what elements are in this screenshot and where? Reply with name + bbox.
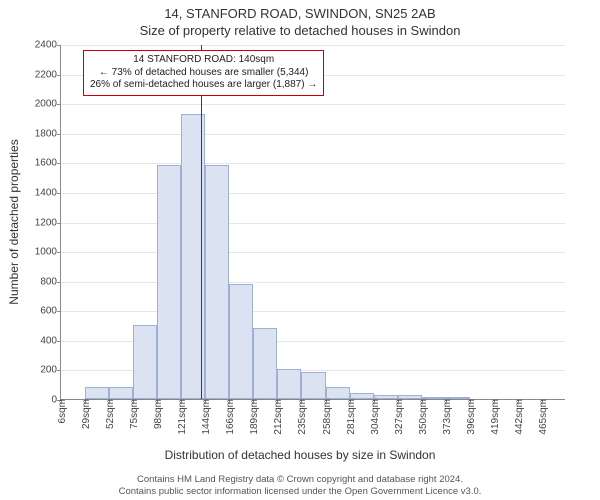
gridline: [61, 252, 565, 253]
y-tick-label: 400: [40, 335, 61, 346]
x-tick-label: 212sqm: [273, 399, 284, 435]
histogram-plot: 0200400600800100012001400160018002000220…: [60, 45, 565, 400]
x-tick-label: 235sqm: [297, 399, 308, 435]
x-tick-label: 304sqm: [370, 399, 381, 435]
gridline: [61, 311, 565, 312]
gridline: [61, 45, 565, 46]
x-tick-label: 98sqm: [153, 399, 164, 429]
chart-title: 14, STANFORD ROAD, SWINDON, SN25 2AB Siz…: [0, 0, 600, 40]
y-tick-label: 200: [40, 365, 61, 376]
gridline: [61, 134, 565, 135]
x-tick-label: 258sqm: [322, 399, 333, 435]
histogram-bar: [205, 165, 229, 399]
annotation-line: 26% of semi-detached houses are larger (…: [90, 79, 317, 92]
reference-line: [201, 45, 202, 399]
x-tick-label: 189sqm: [249, 399, 260, 435]
x-tick-label: 373sqm: [442, 399, 453, 435]
gridline: [61, 282, 565, 283]
footer-line-2: Contains public sector information licen…: [0, 486, 600, 498]
annotation-box: 14 STANFORD ROAD: 140sqm← 73% of detache…: [83, 50, 324, 96]
x-tick-label: 29sqm: [81, 399, 92, 429]
footer-line-1: Contains HM Land Registry data © Crown c…: [0, 474, 600, 486]
gridline: [61, 223, 565, 224]
x-tick-label: 166sqm: [225, 399, 236, 435]
histogram-bar: [326, 387, 350, 399]
x-tick-label: 6sqm: [57, 399, 68, 423]
x-tick-label: 52sqm: [105, 399, 116, 429]
annotation-line: 14 STANFORD ROAD: 140sqm: [90, 54, 317, 67]
histogram-bar: [109, 387, 133, 399]
footer-attribution: Contains HM Land Registry data © Crown c…: [0, 474, 600, 498]
y-tick-label: 1800: [35, 128, 61, 139]
histogram-bar: [229, 284, 253, 399]
x-tick-label: 281sqm: [346, 399, 357, 435]
y-tick-label: 2000: [35, 99, 61, 110]
y-tick-label: 1600: [35, 158, 61, 169]
x-tick-label: 327sqm: [394, 399, 405, 435]
y-tick-label: 600: [40, 306, 61, 317]
x-tick-label: 442sqm: [514, 399, 525, 435]
x-tick-label: 396sqm: [466, 399, 477, 435]
histogram-bar: [85, 387, 109, 399]
x-tick-label: 121sqm: [177, 399, 188, 435]
y-tick-label: 800: [40, 276, 61, 287]
histogram-bar: [253, 328, 277, 399]
y-tick-label: 1200: [35, 217, 61, 228]
x-tick-label: 465sqm: [538, 399, 549, 435]
gridline: [61, 193, 565, 194]
histogram-bar: [157, 165, 181, 399]
x-axis-label: Distribution of detached houses by size …: [0, 448, 600, 462]
annotation-line: ← 73% of detached houses are smaller (5,…: [90, 67, 317, 80]
y-tick-label: 1000: [35, 247, 61, 258]
y-tick-label: 2200: [35, 69, 61, 80]
title-line-2: Size of property relative to detached ho…: [0, 23, 600, 40]
x-tick-label: 75sqm: [129, 399, 140, 429]
x-tick-label: 350sqm: [418, 399, 429, 435]
y-tick-label: 1400: [35, 187, 61, 198]
title-line-1: 14, STANFORD ROAD, SWINDON, SN25 2AB: [0, 6, 600, 23]
y-axis-label: Number of detached properties: [7, 139, 21, 304]
histogram-bar: [277, 369, 301, 399]
gridline: [61, 163, 565, 164]
histogram-bar: [133, 325, 157, 399]
gridline: [61, 104, 565, 105]
y-tick-label: 2400: [35, 40, 61, 51]
x-tick-label: 419sqm: [490, 399, 501, 435]
x-tick-label: 144sqm: [201, 399, 212, 435]
histogram-bar: [301, 372, 325, 399]
